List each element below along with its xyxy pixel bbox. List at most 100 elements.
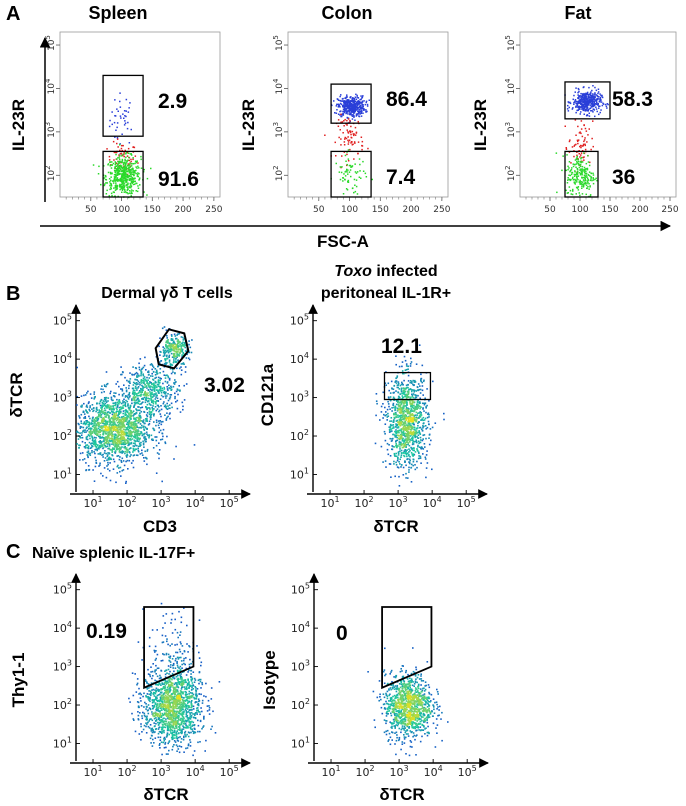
event-dot <box>586 104 589 107</box>
event-dot <box>392 404 394 406</box>
event-dot <box>350 175 352 178</box>
event-dot <box>348 109 350 111</box>
event-dot <box>106 455 108 458</box>
event-dot <box>348 102 350 104</box>
event-dot <box>124 441 126 444</box>
event-dot <box>121 187 123 189</box>
event-dot <box>169 350 172 352</box>
event-dot <box>140 403 143 405</box>
event-dot <box>105 400 107 402</box>
event-dot <box>579 108 581 110</box>
event-dot <box>119 92 121 94</box>
event-dot <box>105 401 108 403</box>
event-dot <box>158 381 161 384</box>
event-dot <box>122 163 125 166</box>
event-dot <box>130 179 132 182</box>
event-dot <box>116 142 118 145</box>
event-dot <box>586 187 588 190</box>
event-dot <box>106 465 108 467</box>
event-dot <box>583 166 586 169</box>
event-dot <box>577 158 579 161</box>
event-dot <box>414 436 416 439</box>
event-dot <box>589 107 592 109</box>
event-dot <box>91 442 93 445</box>
event-dot <box>91 451 93 454</box>
event-dot <box>152 405 154 407</box>
event-dot <box>390 380 393 383</box>
event-dot <box>360 136 363 138</box>
event-dot <box>121 183 123 186</box>
event-dot <box>127 159 129 161</box>
event-dot <box>126 170 128 172</box>
event-dot <box>139 184 141 186</box>
event-dot <box>583 159 585 161</box>
event-dot <box>114 445 117 447</box>
event-dot <box>580 96 582 99</box>
event-dot <box>414 395 417 397</box>
event-dot <box>114 423 116 425</box>
event-dot <box>577 106 579 109</box>
event-dot <box>353 107 356 109</box>
event-dot <box>127 168 130 170</box>
event-dot <box>182 344 185 346</box>
event-dot <box>412 406 414 409</box>
event-dot <box>132 424 135 426</box>
event-dot <box>174 358 177 360</box>
event-dot <box>128 179 131 181</box>
event-dot <box>169 397 171 400</box>
event-dot <box>118 441 121 443</box>
event-dot <box>152 393 154 396</box>
event-dot <box>125 480 127 483</box>
event-dot <box>136 173 139 176</box>
event-dot <box>159 387 162 390</box>
event-dot <box>349 148 351 151</box>
event-dot <box>109 449 112 451</box>
event-dot <box>106 382 109 385</box>
event-dot <box>586 109 588 112</box>
event-dot <box>160 360 162 362</box>
event-dot <box>111 438 113 440</box>
event-dot <box>350 166 352 168</box>
event-dot <box>125 389 128 392</box>
event-dot <box>143 379 145 382</box>
event-dot <box>173 341 176 344</box>
event-dot <box>165 355 168 358</box>
event-dot <box>183 384 185 387</box>
event-dot <box>128 425 131 428</box>
event-dot <box>126 437 129 440</box>
event-dot <box>581 100 583 102</box>
event-dot <box>152 401 154 403</box>
event-dot <box>89 431 92 433</box>
event-dot <box>89 406 91 409</box>
event-dot <box>581 193 584 195</box>
event-dot <box>137 165 139 168</box>
event-dot <box>597 92 599 95</box>
event-dot <box>599 93 601 95</box>
event-dot <box>398 485 401 487</box>
event-dot <box>418 430 420 432</box>
event-dot <box>395 390 397 392</box>
event-dot <box>133 431 136 434</box>
event-dot <box>126 434 128 437</box>
event-dot <box>124 376 126 379</box>
event-dot <box>94 428 96 431</box>
event-dot <box>587 174 590 176</box>
event-dot <box>129 406 131 409</box>
gate-rect <box>564 150 599 198</box>
event-dot <box>583 152 585 154</box>
event-dot <box>389 437 391 440</box>
event-dot <box>117 180 119 182</box>
event-dot <box>158 431 161 434</box>
event-dot <box>123 434 125 436</box>
event-dot <box>380 405 383 408</box>
event-dot <box>137 445 140 448</box>
event-dot <box>99 434 102 436</box>
event-dot <box>407 386 409 389</box>
event-dot <box>176 399 179 402</box>
event-dot <box>147 370 150 372</box>
event-dot <box>151 372 153 375</box>
event-dot <box>169 396 172 398</box>
event-dot <box>591 99 594 102</box>
event-dot <box>389 426 391 429</box>
event-dot <box>122 441 125 444</box>
